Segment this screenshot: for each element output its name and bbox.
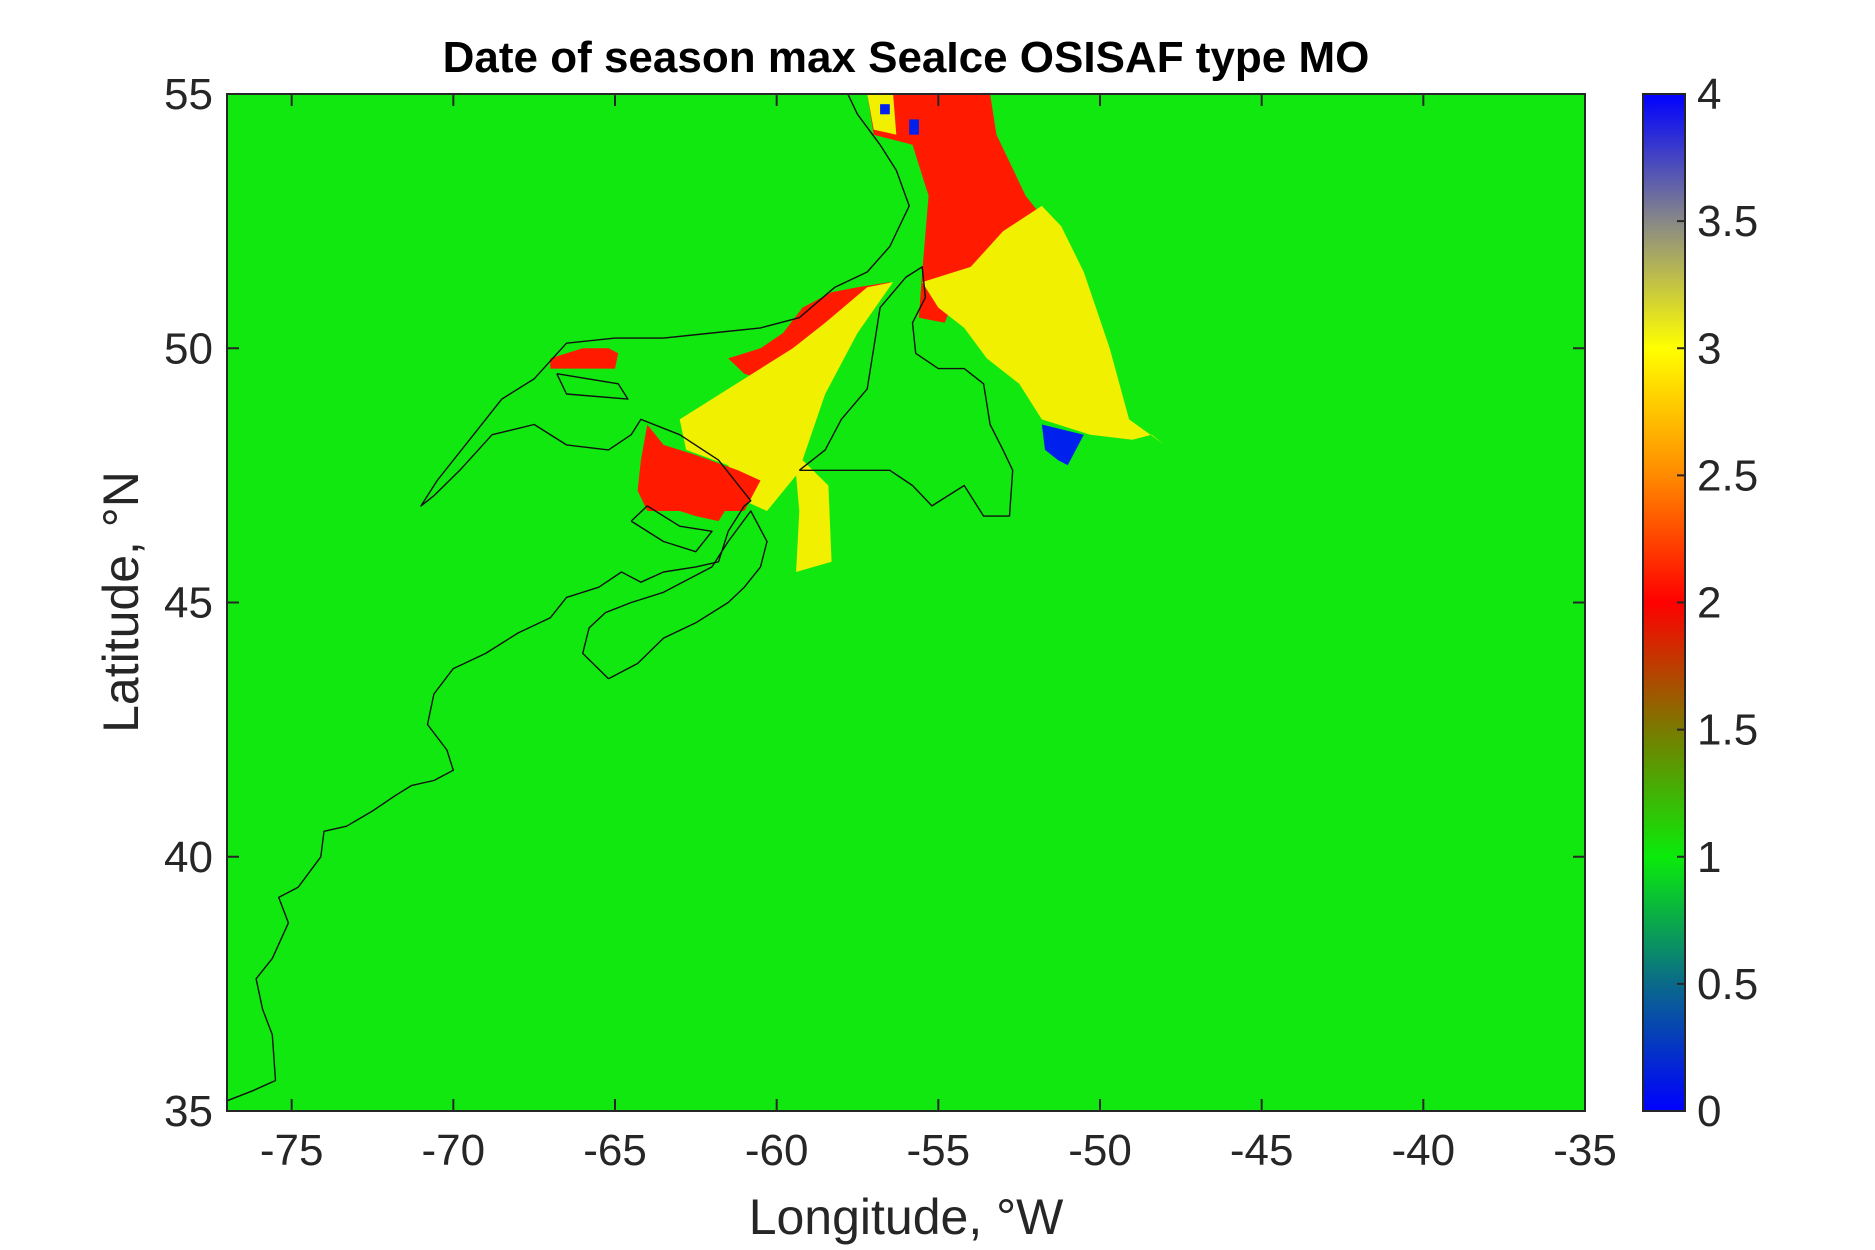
x-tick-label: -45	[1230, 1126, 1294, 1175]
y-axis-ticks: 35 40 45 50 55	[164, 70, 1585, 1136]
colorbar-tick-label: 1.5	[1697, 706, 1758, 755]
y-tick-label: 40	[164, 833, 213, 882]
x-tick-label: -60	[745, 1126, 809, 1175]
chart-title: Date of season max SeaIce OSISAF type MO	[443, 33, 1370, 82]
region-gulf-red	[637, 424, 761, 522]
coastline-1	[556, 373, 629, 400]
region-gulf-yellow	[679, 282, 894, 572]
region-anticosti-red	[550, 348, 619, 369]
coastline-3	[798, 266, 1014, 517]
colorbar-ticks: 0 0.5 1 1.5 2 2.5 3 3.5 4	[1677, 70, 1758, 1136]
region-labrador-coast-yellow	[867, 94, 897, 135]
y-tick-label: 35	[164, 1087, 213, 1136]
colorbar-tick-label: 2.5	[1697, 451, 1758, 500]
colorbar-tick-label: 4	[1697, 70, 1721, 119]
x-tick-label: -70	[422, 1126, 486, 1175]
y-tick-label: 55	[164, 70, 213, 119]
ice-date-regions	[550, 94, 1165, 572]
x-tick-label: -75	[260, 1126, 324, 1175]
region-grand-banks-yellow	[922, 205, 1165, 445]
x-axis-label: Longitude, °W	[749, 1189, 1064, 1245]
x-axis-ticks: -75 -70 -65 -60 -55 -50 -45 -40 -35	[260, 94, 1617, 1175]
ocean-background	[227, 94, 1585, 1111]
colorbar-tick-label: 0.5	[1697, 960, 1758, 1009]
y-axis-label: Latitude, °N	[93, 471, 149, 733]
region-north-labrador-red	[867, 94, 1042, 323]
x-tick-label: -55	[907, 1126, 971, 1175]
coastline-4	[630, 505, 713, 553]
y-tick-label: 45	[164, 579, 213, 628]
colorbar-tick-label: 3.5	[1697, 197, 1758, 246]
region-north-tiny-blue-2	[909, 119, 919, 135]
x-tick-label: -65	[583, 1126, 647, 1175]
x-tick-label: -40	[1392, 1126, 1456, 1175]
x-tick-label: -50	[1068, 1126, 1132, 1175]
colorbar-tick-label: 0	[1697, 1087, 1721, 1136]
coastline-2	[582, 510, 768, 680]
region-grand-banks-blue	[1041, 424, 1084, 466]
colorbar-tick-label: 2	[1697, 579, 1721, 628]
x-tick-label: -35	[1553, 1126, 1617, 1175]
colorbar-tick-label: 1	[1697, 833, 1721, 882]
y-tick-label: 50	[164, 324, 213, 373]
region-north-tiny-blue-1	[880, 104, 890, 115]
colorbar-tick-label: 3	[1697, 324, 1721, 373]
coastline-layer	[227, 94, 1014, 1102]
map-plot-area: -75 -70 -65 -60 -55 -50 -45 -40 -35 35 40 45 50 55	[164, 70, 1617, 1175]
colorbar: 0 0.5 1 1.5 2 2.5 3 3.5 4	[1642, 70, 1758, 1136]
coastline-0	[227, 94, 910, 1102]
